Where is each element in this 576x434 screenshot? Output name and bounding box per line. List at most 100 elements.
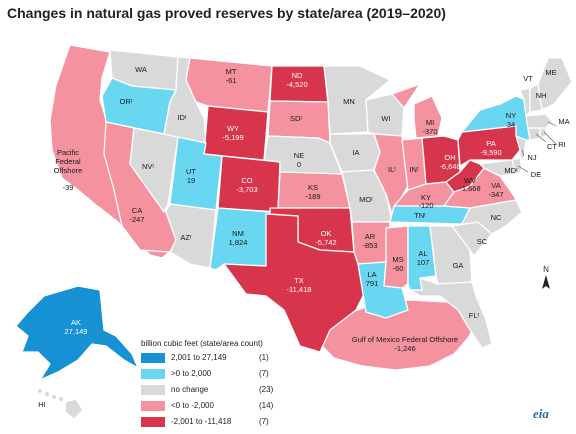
value-la: 791 (366, 279, 379, 288)
legend-swatch-3 (141, 385, 165, 395)
state-tx (223, 213, 367, 353)
label-mn: MN (343, 97, 355, 106)
value-nd: -4,520 (286, 80, 307, 89)
value-oh: -6,648 (439, 162, 460, 171)
label-ak: AK (71, 318, 81, 327)
ct-leader-line (535, 133, 547, 143)
eia-logo: eia (533, 406, 549, 421)
label-sc: SC (477, 237, 488, 246)
label-ar: AR (365, 232, 376, 241)
ma-leader-line (547, 121, 557, 127)
label-gom: Gulf of Mexico Federal Offshore (352, 335, 458, 344)
legend-count: (23) (259, 385, 274, 394)
label-ga: GA (453, 261, 464, 270)
label-nc: NC (491, 213, 502, 222)
legend-swatch-4 (141, 401, 165, 411)
value-va: -347 (488, 190, 503, 199)
value-ut: 19 (187, 176, 195, 185)
label-nv: NVᵗ (142, 162, 154, 171)
value-ny: 34 (507, 120, 515, 129)
label-oh: OH (444, 153, 455, 162)
label-ri: RI (558, 140, 566, 149)
legend-swatch-5 (141, 417, 165, 427)
north-arrow-icon: N (542, 265, 550, 289)
label-ca: CA (132, 206, 142, 215)
label-de: DE (531, 170, 541, 179)
value-ks: -189 (305, 192, 320, 201)
label-fl: FLᵗ (469, 311, 480, 320)
state-ak (15, 285, 139, 381)
value-ca: -247 (129, 215, 144, 224)
legend-count: (1) (259, 353, 269, 362)
value-pacific: -39 (63, 183, 74, 192)
label-pa: PA (486, 139, 495, 148)
label-pacific-1: Pacific (57, 148, 79, 157)
value-ar: -853 (362, 241, 377, 250)
label-nj: NJ (527, 153, 536, 162)
state-de (511, 157, 523, 175)
legend-swatch-2 (141, 369, 165, 379)
label-in: INᵗ (409, 165, 419, 174)
legend-swatch-1 (141, 353, 165, 363)
legend-range: >0 to 2,000 (171, 369, 212, 378)
legend-count: (14) (259, 401, 274, 410)
label-nm: NM (232, 229, 244, 238)
ri-leader-line (543, 131, 557, 145)
state-me (537, 57, 573, 111)
label-ma: MA (558, 117, 569, 126)
label-wy: WY (227, 124, 239, 133)
north-label: N (543, 265, 549, 274)
label-pacific-2: Federal (55, 157, 81, 166)
value-mi: -370 (422, 127, 437, 136)
value-wv: -1,668 (459, 184, 480, 193)
legend-count: (7) (259, 417, 269, 426)
label-co: CO (241, 176, 252, 185)
label-mi: MI (426, 118, 434, 127)
value-co: -3,703 (236, 185, 257, 194)
legend-title: billion cubic feet (state/area count) (141, 339, 263, 348)
label-hi: HI (38, 400, 46, 409)
label-al: AL (418, 249, 427, 258)
label-me: ME (545, 68, 556, 77)
label-mt: MT (226, 67, 237, 76)
label-pacific-3: Offshore (54, 166, 83, 175)
value-mt: -61 (226, 76, 237, 85)
value-nm: 1,824 (229, 238, 248, 247)
label-ks: KS (308, 183, 318, 192)
label-wi: WI (381, 114, 390, 123)
label-sd: SDᵗ (290, 114, 302, 123)
value-ky: -120 (418, 201, 433, 210)
label-ia: IA (352, 148, 359, 157)
value-ok: -5,742 (315, 238, 336, 247)
label-vt: VT (523, 74, 533, 83)
legend-count: (7) (259, 369, 269, 378)
label-md: MDᵗ (504, 166, 518, 175)
legend-range: <0 to -2,000 (171, 401, 214, 410)
label-ut: UT (186, 167, 196, 176)
value-ne: 0 (297, 160, 301, 169)
label-ct: CT (547, 142, 557, 151)
nj-leader-line (521, 149, 525, 157)
label-or: ORᵗ (120, 97, 133, 106)
state-ma (525, 113, 553, 129)
label-tn: TNᵗ (414, 211, 426, 220)
value-tx: -11,418 (287, 285, 312, 294)
label-tx: TX (294, 276, 304, 285)
label-wa: WA (135, 65, 147, 74)
label-ky: KY (421, 193, 431, 202)
state-hi (38, 389, 82, 418)
label-ne: NE (294, 151, 304, 160)
label-wv: WV (464, 176, 476, 185)
map-title: Changes in natural gas proved reserves b… (7, 5, 446, 21)
value-pa: -9,590 (480, 148, 501, 157)
legend-range: no change (171, 385, 209, 394)
value-ak: 27,149 (65, 327, 88, 336)
label-ms: MS (392, 255, 403, 264)
state-ct (527, 127, 541, 141)
state-vt (519, 87, 531, 117)
label-az: AZᵗ (180, 233, 192, 242)
label-va: VA (491, 181, 500, 190)
label-id: IDᵗ (177, 113, 187, 122)
legend-range: 2,001 to 27,149 (171, 353, 227, 362)
